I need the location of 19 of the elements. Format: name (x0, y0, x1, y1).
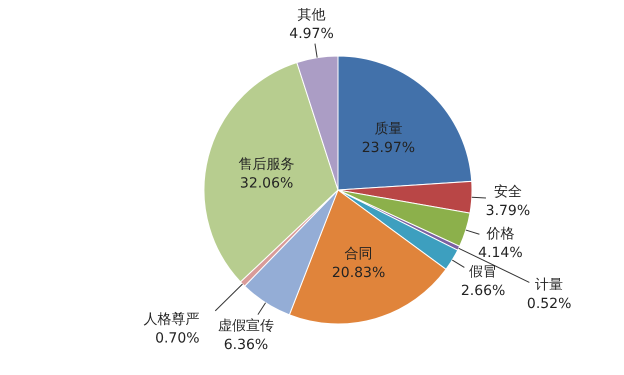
slice-label: 合同 (344, 246, 373, 262)
data-label: 2.66% (460, 282, 506, 299)
slice-label: 虚假宣传 (218, 318, 274, 334)
data-label: 0.70% (155, 330, 200, 346)
slice-label: 假冒 (469, 264, 498, 280)
slice-label: 安全 (494, 184, 522, 200)
data-label: 4.14% (478, 244, 523, 261)
data-label: 3.79% (486, 203, 530, 220)
slice-label: 计量 (535, 276, 564, 293)
slice-label: 价格 (485, 226, 514, 242)
data-label: 4.97% (289, 26, 334, 42)
data-label: 20.83% (332, 264, 386, 281)
slice-label: 人格尊严 (144, 311, 200, 328)
slice-label: 售后服务 (238, 156, 295, 173)
data-label: 23.97% (362, 140, 416, 156)
slice-label: 质量 (374, 121, 402, 138)
data-label: 32.06% (240, 176, 294, 192)
data-label: 0.52% (526, 296, 572, 312)
data-label: 6.36% (224, 337, 268, 354)
